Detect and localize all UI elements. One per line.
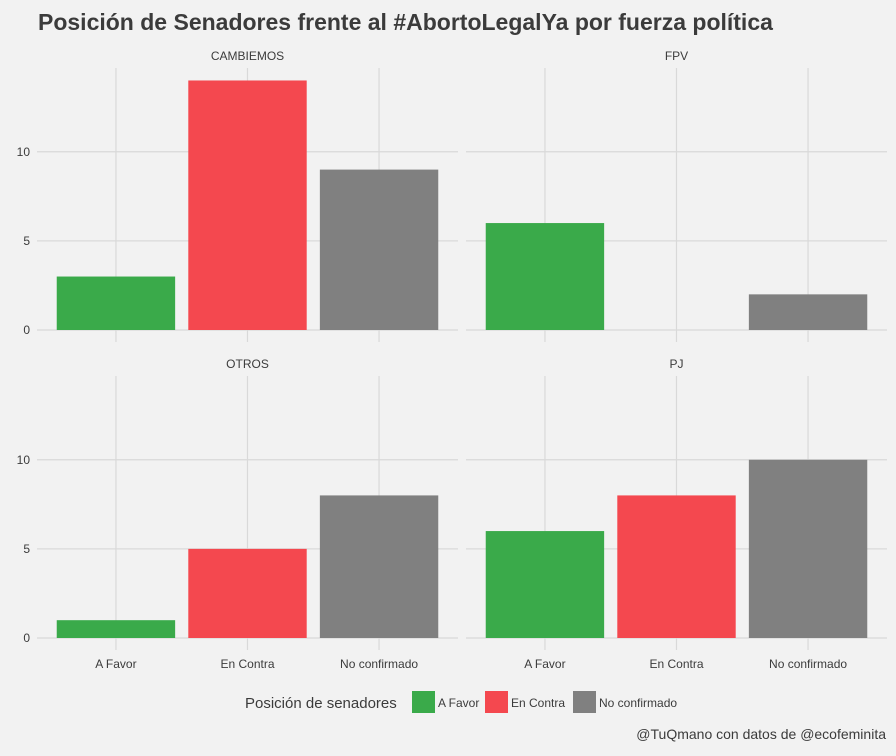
x-tick-label: No confirmado	[769, 657, 847, 671]
legend-title: Posición de senadores	[245, 695, 397, 712]
y-tick-label: 10	[17, 145, 31, 159]
bar-pj-a-favor	[485, 531, 605, 638]
bar-cambiemos-a-favor	[56, 276, 176, 330]
y-tick-label: 5	[23, 542, 30, 556]
bar-pj-en-contra	[617, 495, 736, 638]
panel-label: FPV	[665, 49, 688, 63]
x-tick-label: En Contra	[649, 657, 703, 671]
legend-swatch-no-confirmado	[573, 691, 596, 713]
bar-fpv-no-confirmado	[748, 294, 868, 330]
y-tick-label: 0	[23, 631, 30, 645]
bar-otros-no-confirmado	[319, 495, 439, 638]
x-tick-label: A Favor	[524, 657, 565, 671]
legend-swatch-a-favor	[412, 691, 435, 713]
panel-pj: PJ A Favor En Contra No confirmado	[466, 357, 887, 671]
y-tick-label: 0	[23, 323, 30, 337]
panel-fpv: FPV	[466, 49, 887, 342]
x-tick-label: A Favor	[95, 657, 136, 671]
legend: Posición de senadores A Favor En Contra No …	[245, 691, 677, 713]
x-tick-label: No confirmado	[340, 657, 418, 671]
y-tick-label: 10	[17, 453, 31, 467]
bar-otros-en-contra	[188, 548, 307, 638]
panel-label: PJ	[669, 357, 683, 371]
bar-fpv-a-favor	[485, 223, 605, 330]
chart-title: Posición de Senadores frente al #AbortoL…	[38, 9, 773, 35]
y-tick-label: 5	[23, 234, 30, 248]
legend-swatch-en-contra	[485, 691, 508, 713]
panel-label: CAMBIEMOS	[211, 49, 284, 63]
legend-label-en-contra: En Contra	[511, 696, 565, 710]
facet-panels: CAMBIEMOS 0 5 10 FPV OTROS 0 5 10 A Favor En Contr…	[17, 49, 887, 671]
bar-cambiemos-no-confirmado	[319, 169, 439, 330]
x-tick-label: En Contra	[220, 657, 274, 671]
bar-cambiemos-en-contra	[188, 80, 307, 330]
panel-cambiemos: CAMBIEMOS 0 5 10	[17, 49, 458, 342]
bar-pj-no-confirmado	[748, 459, 868, 638]
panel-otros: OTROS 0 5 10 A Favor En Contra No confirmado	[17, 357, 458, 671]
panel-label: OTROS	[226, 357, 269, 371]
chart-caption: @TuQmano con datos de @ecofeminita	[636, 726, 886, 742]
bar-otros-a-favor	[56, 620, 176, 638]
legend-label-no-confirmado: No confirmado	[599, 696, 677, 710]
legend-label-a-favor: A Favor	[438, 696, 479, 710]
